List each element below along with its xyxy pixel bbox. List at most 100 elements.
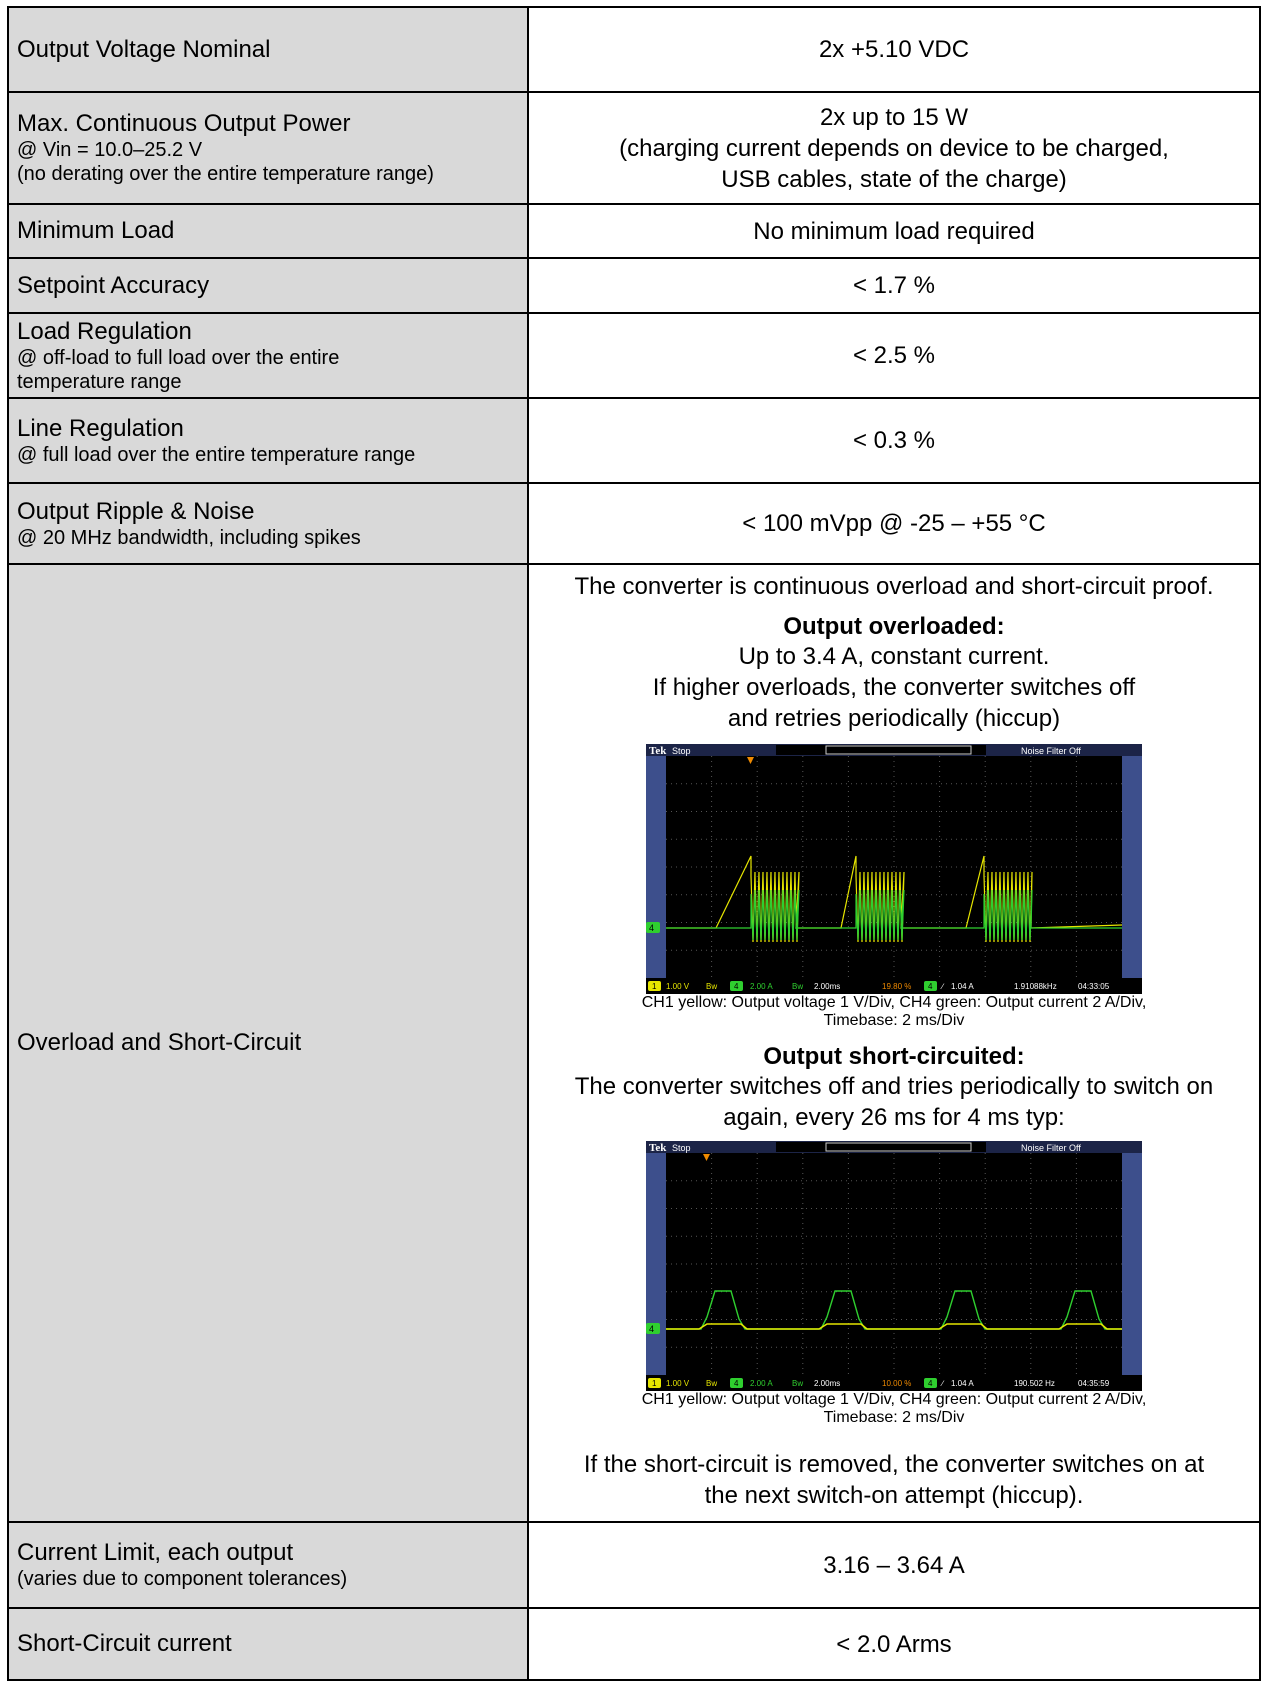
short-title: Output short-circuited:	[763, 1043, 1025, 1070]
ch4-level-marker	[646, 922, 660, 933]
ch4-badge	[730, 1378, 743, 1388]
row-value: < 1.7 %	[852, 272, 936, 299]
trigger-marker-icon	[747, 757, 754, 764]
clock-readout: 04:33:05	[1078, 982, 1110, 991]
timebase-readout: 2.00ms	[814, 1379, 840, 1388]
ch1-bw: Bw	[706, 982, 717, 991]
overloaded-text: and retries periodically (hiccup)	[727, 705, 1061, 732]
scope-grid	[666, 1153, 1122, 1375]
scope-status-bar	[646, 978, 1142, 994]
table-row: Setpoint Accuracy < 1.7 %	[7, 257, 1261, 314]
table-row: Line Regulation @ full load over the ent…	[7, 397, 1261, 484]
row-label: Short-Circuit current	[17, 1630, 232, 1657]
scope-brand: Tek	[649, 1142, 667, 1154]
overload-intro: The converter is continuous overload and…	[574, 573, 1214, 600]
table-row: Load Regulation @ off-load to full load …	[7, 312, 1261, 399]
ch4-marker-label: 4	[649, 923, 654, 933]
spec-table: Output Voltage Nominal 2x +5.10 VDC Max.…	[7, 6, 1261, 1681]
row-label: Overload and Short-Circuit	[17, 1029, 302, 1056]
ch4-level-marker	[646, 1323, 660, 1334]
row-value-cell: 3.16 – 3.64 A	[527, 1521, 1261, 1609]
row-value: < 100 mVpp @ -25 – +55 °C	[742, 510, 1046, 537]
ch4-current-trace	[666, 889, 1122, 941]
timebase-readout: 2.00ms	[814, 982, 840, 991]
trigger-position: 19.80 %	[882, 982, 911, 991]
row-label: Minimum Load	[17, 217, 175, 244]
row-value: 3.16 – 3.64 A	[823, 1551, 965, 1579]
row-label: Max. Continuous Output Power	[17, 110, 351, 137]
row-sublabel: @ 20 MHz bandwidth, including spikes	[17, 526, 361, 549]
ch4-marker-label: 4	[649, 1324, 654, 1334]
overloaded-text: If higher overloads, the converter switc…	[652, 674, 1136, 701]
trigger-channel-badge	[924, 1378, 937, 1388]
scope-caption: Timebase: 2 ms/Div	[823, 1012, 965, 1029]
row-label-cell: Output Voltage Nominal	[7, 6, 529, 93]
row-value: < 2.5 %	[852, 342, 936, 369]
trigger-slope-icon: ∕	[940, 1379, 945, 1388]
row-label: Setpoint Accuracy	[17, 271, 210, 299]
row-value-cell: No minimum load required	[527, 203, 1261, 259]
row-value-cell: < 2.5 %	[527, 312, 1261, 399]
ch1-scale: 1.00 V	[666, 982, 690, 991]
trigger-channel-label: 4	[928, 982, 933, 991]
ch4-badge-label: 4	[734, 982, 739, 991]
ch4-scale: 2.00 A	[750, 982, 773, 991]
row-value-cell: < 1.7 %	[527, 257, 1261, 314]
ch1-badge-label: 1	[652, 1379, 657, 1388]
ch1-scale: 1.00 V	[666, 1379, 690, 1388]
ch1-bw: Bw	[706, 1379, 717, 1388]
scope-caption: CH1 yellow: Output voltage 1 V/Div, CH4 …	[641, 1391, 1147, 1408]
row-label-cell: Max. Continuous Output Power @ Vin = 10.…	[7, 91, 529, 205]
table-row: Output Ripple & Noise @ 20 MHz bandwidth…	[7, 482, 1261, 565]
oscilloscope-short-image: Tek Stop Noise Filter Off 4	[646, 1141, 1142, 1391]
row-sublabel: @ full load over the entire temperature …	[17, 443, 416, 466]
oscilloscope-overload: Tek Stop Noise Filter Off 4	[646, 744, 1142, 994]
row-label-cell: Line Regulation @ full load over the ent…	[7, 397, 529, 484]
row-label: Load Regulation	[17, 317, 192, 345]
short-text: The converter switches off and tries per…	[574, 1073, 1214, 1100]
ch4-bw: Bw	[792, 1379, 803, 1388]
scope-record-bar	[776, 745, 986, 755]
row-value: < 2.0 Arms	[836, 1630, 952, 1658]
ch4-bw: Bw	[792, 982, 803, 991]
oscilloscope-short: Tek Stop Noise Filter Off 4	[646, 1141, 1142, 1391]
row-sublabel: (no derating over the entire temperature…	[17, 163, 434, 185]
row-label-cell: Load Regulation @ off-load to full load …	[7, 312, 529, 399]
row-sublabel: @ off-load to full load over the entire	[17, 346, 340, 369]
ch4-scale: 2.00 A	[750, 1379, 773, 1388]
row-sublabel: @ Vin = 10.0–25.2 V	[17, 139, 203, 161]
ch1-badge	[648, 1378, 661, 1388]
row-label: Current Limit, each output	[17, 1539, 294, 1566]
table-row: Short-Circuit current < 2.0 Arms	[7, 1607, 1261, 1681]
ch1-voltage-trace	[666, 1323, 1122, 1330]
ch4-badge	[730, 981, 743, 991]
row-value-cell: 2x up to 15 W (charging current depends …	[527, 91, 1261, 205]
scope-filter: Noise Filter Off	[1021, 746, 1081, 756]
row-label-cell: Current Limit, each output (varies due t…	[7, 1521, 529, 1609]
scope-brand: Tek	[649, 745, 667, 757]
removed-text: the next switch-on attempt (hiccup).	[704, 1482, 1084, 1509]
row-label-cell: Overload and Short-Circuit	[7, 563, 529, 1523]
table-row-overload: Overload and Short-Circuit The converter…	[7, 563, 1261, 1523]
trigger-channel-badge	[924, 981, 937, 991]
row-value-cell: 2x +5.10 VDC	[527, 6, 1261, 93]
oscilloscope-overload-image: Tek Stop Noise Filter Off 4	[646, 744, 1142, 994]
table-row: Output Voltage Nominal 2x +5.10 VDC	[7, 6, 1261, 93]
trigger-level: 1.04 A	[951, 1379, 974, 1388]
table-row: Max. Continuous Output Power @ Vin = 10.…	[7, 91, 1261, 205]
clock-readout: 04:35:59	[1078, 1379, 1110, 1388]
row-value: USB cables, state of the charge)	[721, 165, 1067, 193]
row-label-cell: Setpoint Accuracy	[7, 257, 529, 314]
row-sublabel: temperature range	[17, 370, 182, 393]
row-label-cell: Output Ripple & Noise @ 20 MHz bandwidth…	[7, 482, 529, 565]
row-label: Line Regulation	[17, 414, 184, 442]
short-text: again, every 26 ms for 4 ms typ:	[723, 1104, 1065, 1131]
row-value-cell: < 0.3 %	[527, 397, 1261, 484]
scope-record-window	[825, 1142, 972, 1152]
removed-text: If the short-circuit is removed, the con…	[583, 1451, 1205, 1478]
scope-filter: Noise Filter Off	[1021, 1143, 1081, 1153]
frequency-readout: 190.502 Hz	[1014, 1379, 1055, 1388]
scope-record-bar	[776, 1142, 986, 1152]
row-label-cell: Short-Circuit current	[7, 1607, 529, 1681]
row-value: (charging current depends on device to b…	[619, 134, 1169, 162]
